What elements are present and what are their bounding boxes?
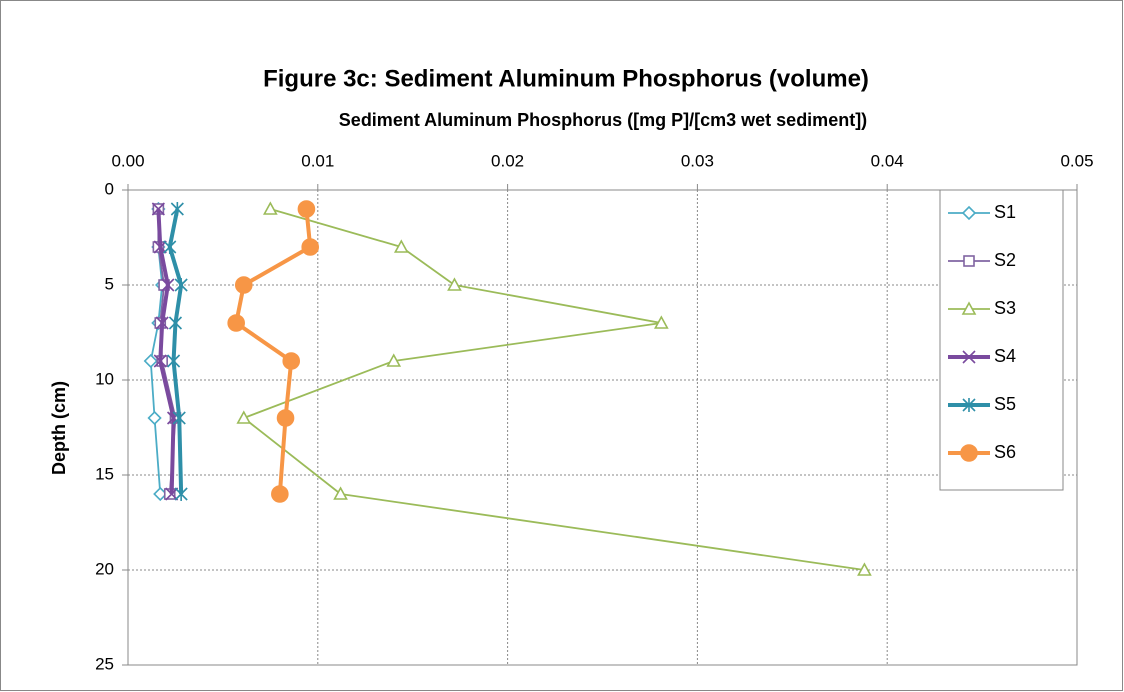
- y-tick-label: 5: [105, 274, 114, 293]
- x-tick-label: 0.01: [301, 151, 334, 170]
- x-tick-label: 0.03: [681, 151, 714, 170]
- marker: [166, 354, 181, 368]
- marker: [151, 202, 165, 216]
- y-tick-label: 25: [95, 654, 114, 673]
- marker: [960, 444, 978, 462]
- legend-label: S4: [994, 346, 1016, 366]
- marker: [153, 240, 167, 254]
- marker: [271, 485, 289, 503]
- y-tick-label: 10: [95, 369, 114, 388]
- legend-label: S2: [994, 250, 1016, 270]
- marker: [143, 353, 158, 369]
- marker: [174, 278, 188, 292]
- marker: [962, 350, 976, 364]
- y-tick-label: 0: [105, 179, 114, 198]
- marker: [234, 276, 253, 294]
- marker: [263, 201, 278, 215]
- marker: [961, 205, 977, 221]
- marker: [386, 353, 402, 367]
- marker: [227, 314, 245, 332]
- series-line: [242, 208, 865, 571]
- marker: [447, 277, 462, 291]
- marker: [174, 487, 188, 501]
- marker: [963, 255, 975, 267]
- legend-label: S3: [994, 298, 1016, 318]
- marker: [168, 316, 183, 330]
- marker: [961, 301, 977, 315]
- x-tick-label: 0.02: [491, 151, 524, 170]
- marker: [282, 352, 301, 370]
- marker: [161, 278, 175, 292]
- y-tick-label: 20: [95, 559, 114, 578]
- legend-label: S5: [994, 394, 1016, 414]
- marker: [653, 315, 669, 329]
- marker: [393, 239, 409, 253]
- marker: [170, 202, 184, 216]
- x-tick-label: 0.05: [1060, 151, 1093, 170]
- marker: [301, 238, 320, 256]
- legend-label: S1: [994, 202, 1016, 222]
- marker: [153, 354, 167, 368]
- x-tick-label: 0.04: [871, 151, 904, 170]
- marker: [165, 487, 179, 501]
- marker: [147, 410, 162, 426]
- x-tick-label: 0.00: [111, 151, 144, 170]
- marker: [276, 409, 295, 427]
- chart-title: Figure 3c: Sediment Aluminum Phosphorus …: [263, 65, 869, 92]
- marker: [163, 488, 176, 500]
- marker: [236, 410, 252, 424]
- plot-area: [127, 189, 1078, 666]
- y-axis-title: Depth (cm): [49, 381, 69, 475]
- marker: [962, 398, 976, 412]
- marker: [163, 240, 177, 254]
- legend-label: S6: [994, 442, 1016, 462]
- marker: [155, 316, 169, 330]
- marker: [172, 411, 186, 425]
- marker: [857, 562, 872, 576]
- marker: [297, 200, 316, 218]
- marker: [333, 486, 348, 500]
- legend-box: [939, 189, 1064, 491]
- y-tick-label: 15: [95, 464, 114, 483]
- x-axis-title: Sediment Aluminum Phosphorus ([mg P]/[cm…: [339, 110, 867, 130]
